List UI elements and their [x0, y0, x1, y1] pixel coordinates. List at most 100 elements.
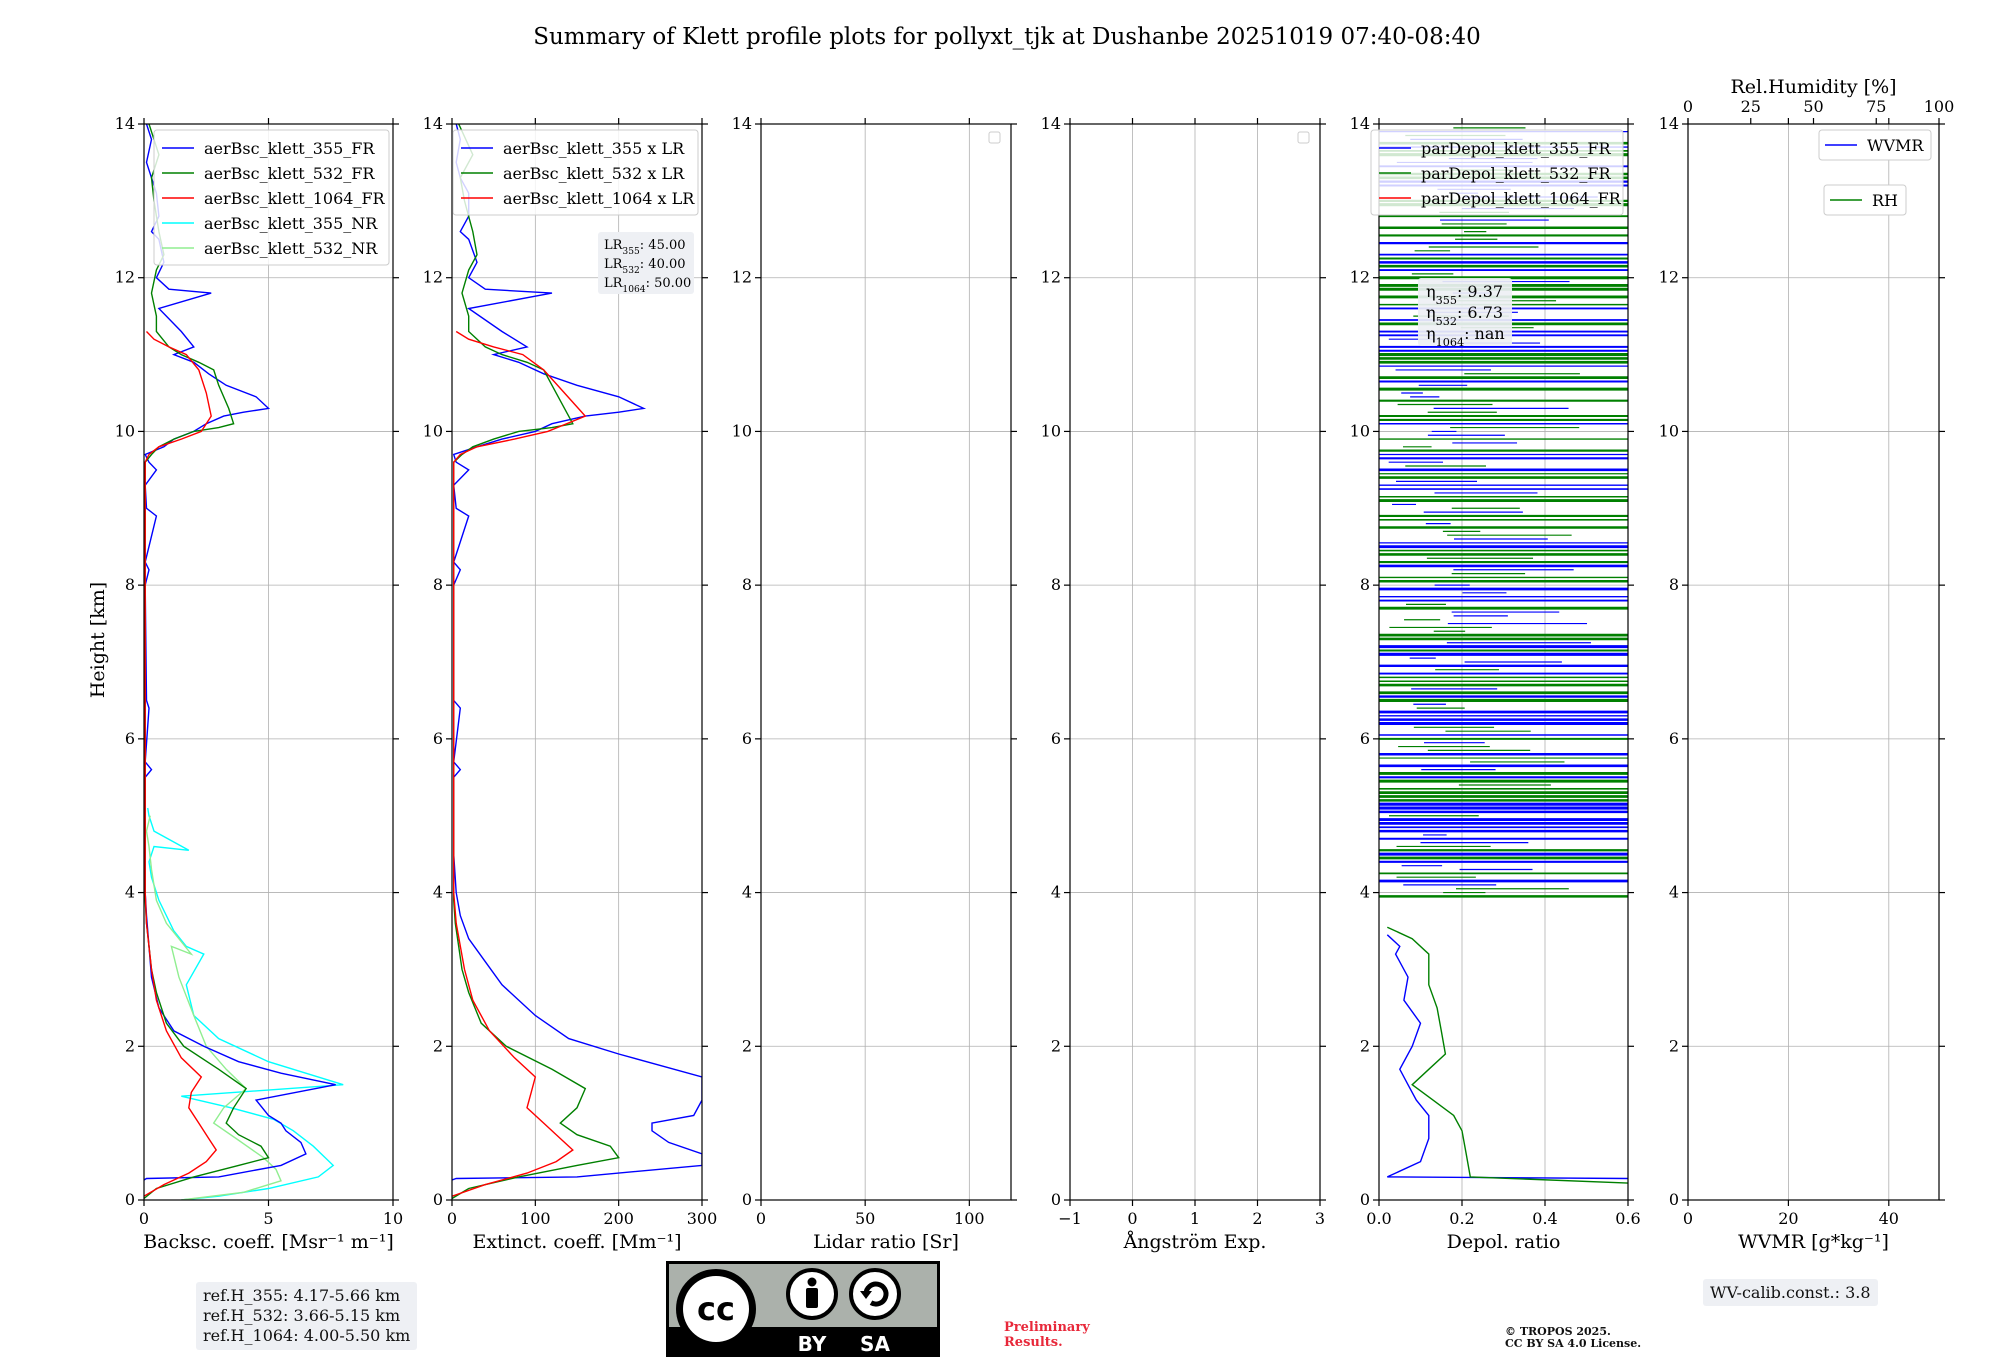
y-tick-label: 8	[125, 575, 135, 594]
x-tick-label: 100	[520, 1209, 551, 1228]
series-aerBsc_klett_1064_FR	[144, 331, 218, 1197]
panel-extinction: 0 2 4 6 8 10 12 14 0 100 200 300 Extinct. coeff. [Mm…	[423, 114, 718, 1253]
legend-label: aerBsc_klett_532 x LR	[503, 164, 685, 183]
x-tick-label: 0.2	[1449, 1209, 1474, 1228]
cc-by-sa-badge: cc BY SA	[666, 1261, 940, 1357]
series-aerBsc_klett_1064 x LR	[452, 330, 587, 1197]
eta-value: η355: 9.37	[1426, 282, 1503, 307]
y-tick-label: 0	[433, 1190, 443, 1209]
y-tick-label: 12	[1041, 268, 1061, 287]
x-tick-label: 0	[447, 1209, 457, 1228]
by-person-head	[807, 1277, 817, 1287]
x-tick-label: 300	[687, 1209, 718, 1228]
y-tick-label: 14	[423, 114, 443, 133]
ref-height-355: ref.H_355: 4.17-5.66 km	[203, 1286, 401, 1305]
preliminary-line2: Results.	[1004, 1335, 1063, 1350]
y-tick-label: 14	[1350, 114, 1370, 133]
legend-box	[1818, 129, 1932, 161]
y-tick-label: 2	[1360, 1036, 1370, 1055]
preliminary-note: Preliminary Results.	[1004, 1320, 1090, 1350]
legend-label: aerBsc_klett_532_FR	[204, 164, 375, 183]
y-tick-label: 4	[1360, 883, 1370, 902]
tropos-copyright: © TROPOS 2025. CC BY SA 4.0 License.	[1505, 1326, 1641, 1350]
series-aerBsc_klett_355_FR	[144, 124, 336, 1181]
ref-height-532: ref.H_532: 3.66-5.15 km	[203, 1306, 401, 1325]
x-tick-label: 0.4	[1532, 1209, 1557, 1228]
tropos-line1: © TROPOS 2025.	[1505, 1325, 1611, 1338]
by-person-body	[806, 1288, 818, 1308]
y-tick-label: 14	[1659, 114, 1679, 133]
wv-calib-box: WV-calib.const.: 3.8	[1703, 1279, 1878, 1306]
y-tick-label: 10	[1350, 421, 1370, 440]
rh-tick-label: 100	[1924, 97, 1955, 116]
legend-label: aerBsc_klett_355 x LR	[503, 139, 685, 158]
y-tick-label: 6	[125, 729, 135, 748]
legend-label: parDepol_klett_355_FR	[1421, 139, 1612, 158]
by-label: BY	[798, 1332, 827, 1356]
sa-label: SA	[860, 1332, 890, 1356]
y-tick-label: 4	[1669, 883, 1679, 902]
x-tick-label: 20	[1778, 1209, 1798, 1228]
y-tick-label: 6	[742, 729, 752, 748]
empty-legend-box	[1297, 131, 1310, 144]
y-tick-label: 0	[1669, 1190, 1679, 1209]
y-tick-label: 6	[1360, 729, 1370, 748]
y-tick-label: 6	[1051, 729, 1061, 748]
y-tick-label: 6	[433, 729, 443, 748]
y-tick-label: 8	[433, 575, 443, 594]
series-aerBsc_klett_532_FR	[144, 124, 270, 1200]
y-tick-label: 2	[125, 1036, 135, 1055]
rh-tick-label: 25	[1741, 97, 1761, 116]
y-tick-label: 4	[433, 883, 443, 902]
rh-tick-label: 50	[1803, 97, 1823, 116]
y-tick-label: 8	[1360, 575, 1370, 594]
cc-icon	[683, 1276, 749, 1342]
legend-label: aerBsc_klett_1064_FR	[204, 189, 386, 208]
plot-frame	[451, 123, 703, 1201]
y-tick-label: 0	[125, 1190, 135, 1209]
series-aerBsc_klett_355_NR	[147, 807, 344, 1200]
y-tick-label: 12	[115, 268, 135, 287]
lr-value: LR532: 40.00	[604, 257, 686, 276]
sa-arc	[863, 1281, 889, 1307]
empty-legend-box	[988, 131, 1001, 144]
ref-height-1064: ref.H_1064: 4.00-5.50 km	[203, 1326, 411, 1345]
y-tick-label: 10	[115, 421, 135, 440]
x-tick-label: 3	[1315, 1209, 1325, 1228]
x-tick-label: 2	[1252, 1209, 1262, 1228]
eta-box	[1418, 278, 1512, 346]
legend-label: aerBsc_klett_1064 x LR	[503, 189, 695, 208]
legend-label: parDepol_klett_1064_FR	[1421, 189, 1622, 208]
y-tick-label: 0	[1360, 1190, 1370, 1209]
legend-box	[153, 129, 390, 266]
y-tick-label: 10	[423, 421, 443, 440]
plot-frame	[1687, 123, 1940, 1201]
y-tick-label: 2	[1669, 1036, 1679, 1055]
y-tick-label: 4	[125, 883, 135, 902]
x-tick-label: 0	[1683, 1209, 1693, 1228]
x-tick-label: 5	[263, 1209, 273, 1228]
x-tick-label: 100	[954, 1209, 985, 1228]
rh-tick-label: 75	[1866, 97, 1886, 116]
y-tick-label: 14	[115, 114, 135, 133]
sa-arrow	[860, 1291, 872, 1299]
figure-title: Summary of Klett profile plots for polly…	[533, 24, 1481, 50]
y-tick-label: 10	[1041, 421, 1061, 440]
plot-frame	[1378, 123, 1629, 1201]
y-tick-label: 2	[1051, 1036, 1061, 1055]
sa-share-icon	[849, 1268, 901, 1320]
x-axis-label: Depol. ratio	[1447, 1231, 1561, 1253]
eta-value: η532: 6.73	[1426, 303, 1503, 328]
y-tick-label: 0	[742, 1190, 752, 1209]
x-tick-label: −1	[1058, 1209, 1082, 1228]
y-axis-label: Height [km]	[87, 582, 109, 698]
y-tick-label: 4	[742, 883, 752, 902]
legend-box	[452, 129, 699, 216]
plot-frame	[760, 123, 1012, 1201]
legend-label: RH	[1872, 191, 1898, 210]
y-tick-label: 12	[423, 268, 443, 287]
y-tick-label: 14	[732, 114, 752, 133]
x-tick-label: 0	[756, 1209, 766, 1228]
x-tick-label: 10	[383, 1209, 403, 1228]
